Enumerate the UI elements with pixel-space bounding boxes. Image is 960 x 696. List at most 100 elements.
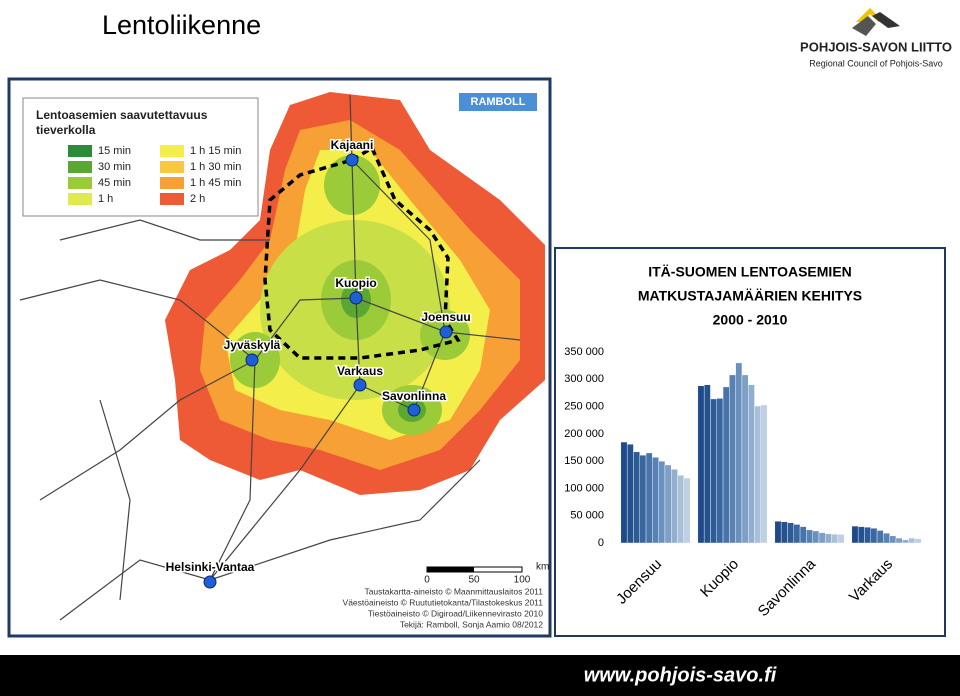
map-legend <box>22 97 259 217</box>
cities: Kajaani Kuopio Joensuu Jyväskylä Varkaus Savo… <box>164 137 472 589</box>
bar <box>645 452 653 544</box>
footer-url: www.pohjois-savo.fi <box>584 664 777 686</box>
brand-badge <box>459 93 537 111</box>
scale-label: 100 <box>514 575 531 586</box>
road <box>99 399 131 601</box>
bar <box>735 362 743 544</box>
y-tick-label: 100 000 <box>564 482 604 494</box>
bar <box>754 405 762 544</box>
brand: RAMBOLL <box>471 96 526 108</box>
bar <box>883 532 890 544</box>
city-marker <box>345 153 359 167</box>
bar <box>729 374 736 544</box>
y-tick-label: 300 000 <box>564 373 604 385</box>
legend-label: 2 h <box>190 193 205 205</box>
city-marker <box>203 575 217 589</box>
bar <box>914 538 922 544</box>
bar <box>825 533 832 544</box>
map: Lentoasemien saavutettavuus tieverkolla … <box>7 77 552 638</box>
city-label: Varkaus <box>337 364 383 378</box>
bar <box>658 460 666 544</box>
scale-label: 0 <box>424 575 430 586</box>
city-marker <box>349 291 363 305</box>
legend-label: 1 h 30 min <box>190 161 241 173</box>
bar <box>774 520 782 544</box>
bar <box>697 385 705 544</box>
city-marker <box>353 378 367 392</box>
slide-title: Lentoliikenne <box>102 10 261 40</box>
bar <box>864 526 871 544</box>
y-tick-label: 200 000 <box>564 428 604 440</box>
y-tick-label: 50 000 <box>570 510 604 522</box>
city-label: Helsinki-Vantaa <box>166 560 255 574</box>
y-tick-label: 250 000 <box>564 400 604 412</box>
city-label: Jyväskylä <box>224 338 281 352</box>
credit: Tekijä: Ramboll, Sonja Aamio 08/2012 <box>400 619 543 629</box>
city-label: Kuopio <box>335 276 376 290</box>
bar <box>652 457 659 544</box>
scale-bar <box>427 567 474 572</box>
legend-swatch <box>68 145 92 157</box>
bar <box>741 374 749 544</box>
bar <box>639 454 647 544</box>
bar <box>703 384 711 544</box>
city-marker <box>439 325 453 339</box>
road <box>59 459 481 621</box>
legend-label: 1 h <box>98 193 113 205</box>
chart-title: MATKUSTAJAMÄÄRIEN KEHITYS <box>638 288 862 304</box>
bar <box>851 525 859 544</box>
y-tick-label: 0 <box>598 537 604 549</box>
bar <box>710 398 717 544</box>
city-label: Kajaani <box>331 138 374 152</box>
legend-label: 1 h 15 min <box>190 145 241 157</box>
legend-label: 45 min <box>98 177 131 189</box>
bar <box>799 526 807 544</box>
legend-items: 15 min 30 min 45 min 1 h 1 h 15 min 1 h 30 mi… <box>68 145 241 205</box>
bar <box>664 464 672 544</box>
bar <box>716 398 724 544</box>
bar <box>760 404 768 544</box>
footer-band <box>0 655 960 696</box>
city-marker <box>407 403 421 417</box>
bar <box>876 530 884 544</box>
city-label: Savonlinna <box>382 389 446 403</box>
bar <box>671 469 678 544</box>
bar <box>837 534 845 544</box>
road <box>39 359 256 501</box>
legend-swatch <box>68 161 92 173</box>
map-legend-title: tieverkolla <box>36 123 96 137</box>
bar <box>895 537 903 544</box>
legend-swatch <box>68 193 92 205</box>
bar <box>902 539 909 544</box>
legend-label: 1 h 45 min <box>190 177 241 189</box>
bar <box>787 522 794 544</box>
road <box>59 219 270 241</box>
bar <box>812 530 820 544</box>
bar <box>793 524 801 544</box>
city-marker <box>245 353 259 367</box>
bar <box>722 386 730 544</box>
logo-mark <box>872 12 900 28</box>
bar <box>889 535 897 544</box>
logo-name: POHJOIS-SAVON LIITTO <box>800 39 952 54</box>
legend-swatch <box>160 193 184 205</box>
bar <box>870 528 878 544</box>
bar <box>818 532 826 544</box>
map-legend-title: Lentoasemien saavutettavuus <box>36 108 208 122</box>
bar <box>806 529 813 544</box>
bar <box>908 537 916 544</box>
bar <box>633 451 640 544</box>
logo: POHJOIS-SAVON LIITTO Regional Council of… <box>800 8 952 68</box>
bar <box>748 384 755 544</box>
legend-swatch <box>160 177 184 189</box>
bar <box>677 475 685 544</box>
bar <box>831 534 839 544</box>
legend-swatch <box>160 145 184 157</box>
legend-label: 15 min <box>98 145 131 157</box>
bar <box>780 521 788 544</box>
credit: Tiestöaineisto © Digiroad/Liikennevirast… <box>368 608 543 618</box>
logo-mark <box>852 16 876 36</box>
road <box>19 279 256 361</box>
chart-title: 2000 - 2010 <box>713 312 788 328</box>
bar <box>620 441 628 544</box>
